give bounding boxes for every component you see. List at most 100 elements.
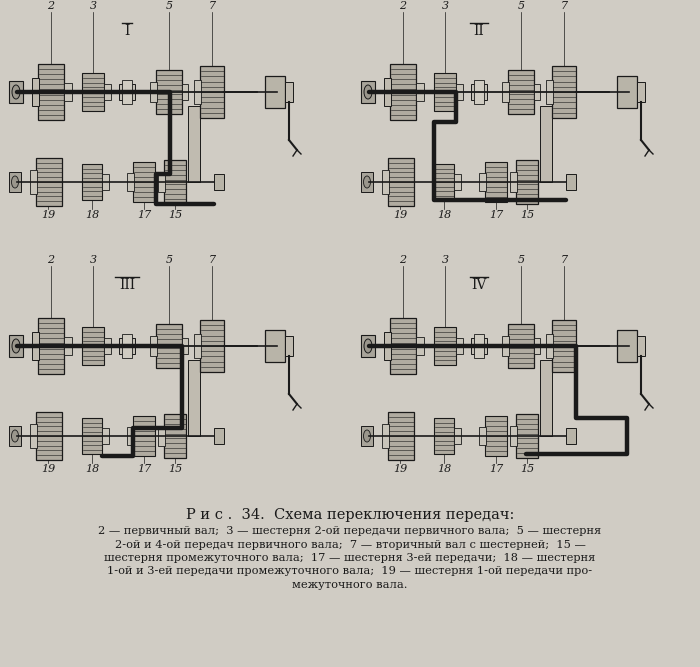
Bar [546, 80, 553, 104]
Bar [361, 172, 373, 192]
Bar [510, 172, 517, 192]
Text: 2: 2 [400, 1, 407, 11]
Bar [164, 160, 186, 204]
Bar [434, 73, 456, 111]
Bar [361, 335, 375, 357]
Bar [64, 337, 72, 355]
Bar [390, 64, 416, 120]
Bar [127, 427, 134, 445]
Bar [102, 174, 109, 190]
Bar [194, 334, 201, 358]
Bar [390, 318, 416, 374]
Bar [30, 424, 37, 448]
Bar [9, 172, 21, 192]
Bar [516, 160, 538, 204]
Text: 7: 7 [209, 255, 216, 265]
Bar [540, 360, 552, 436]
Text: 19: 19 [393, 464, 407, 474]
Bar [9, 426, 21, 446]
Ellipse shape [363, 430, 370, 442]
Bar [32, 332, 39, 360]
Bar [36, 158, 62, 206]
Bar [361, 426, 373, 446]
Bar [416, 337, 424, 355]
Bar [485, 416, 507, 456]
Bar [182, 84, 188, 100]
Text: 2: 2 [400, 255, 407, 265]
Text: 18: 18 [437, 464, 451, 474]
Bar [188, 360, 200, 436]
Bar [82, 164, 102, 200]
Text: 2 — первичный вал;  3 — шестерня 2-ой передачи первичного вала;  5 — шестерня: 2 — первичный вал; 3 — шестерня 2-ой пер… [99, 526, 601, 536]
Ellipse shape [364, 339, 372, 353]
Text: IV: IV [471, 278, 486, 292]
Bar [534, 338, 540, 354]
Bar [384, 78, 391, 106]
Bar [485, 162, 507, 202]
Text: 17: 17 [137, 210, 151, 220]
Bar [552, 66, 576, 118]
Bar [384, 332, 391, 360]
Bar [133, 416, 155, 456]
Bar [38, 318, 64, 374]
Bar [456, 84, 463, 100]
Bar [382, 424, 389, 448]
Bar [637, 336, 645, 356]
Bar [637, 82, 645, 102]
Bar [9, 335, 23, 357]
Bar [150, 336, 157, 356]
Bar [454, 174, 461, 190]
Bar [285, 82, 293, 102]
Bar [471, 84, 487, 100]
Text: 7: 7 [209, 1, 216, 11]
Bar [82, 327, 104, 365]
Bar [265, 76, 285, 108]
Bar [474, 80, 484, 104]
Text: 3: 3 [442, 1, 449, 11]
Text: 3: 3 [442, 255, 449, 265]
Bar [285, 336, 293, 356]
Bar [552, 320, 576, 372]
Ellipse shape [364, 85, 372, 99]
Text: 7: 7 [561, 255, 568, 265]
Text: 19: 19 [41, 464, 55, 474]
Text: 15: 15 [168, 464, 182, 474]
Bar [508, 324, 534, 368]
Bar [164, 414, 186, 458]
Bar [122, 334, 132, 358]
Bar [434, 418, 454, 454]
Bar [502, 336, 509, 356]
Text: 15: 15 [520, 464, 534, 474]
Bar [566, 428, 576, 444]
Ellipse shape [11, 430, 18, 442]
Text: 19: 19 [41, 210, 55, 220]
Text: 5: 5 [165, 255, 173, 265]
Bar [36, 412, 62, 460]
Bar [361, 81, 375, 103]
Bar [122, 80, 132, 104]
Bar [104, 84, 111, 100]
Text: 5: 5 [517, 1, 524, 11]
Ellipse shape [12, 85, 20, 99]
Bar [200, 320, 224, 372]
Text: III: III [119, 278, 135, 292]
Text: 3: 3 [90, 255, 97, 265]
Bar [102, 428, 109, 444]
Bar [434, 327, 456, 365]
Bar [456, 338, 463, 354]
Bar [510, 426, 517, 446]
Bar [474, 334, 484, 358]
Bar [454, 428, 461, 444]
Bar [9, 81, 23, 103]
Ellipse shape [363, 176, 370, 188]
Bar [127, 173, 134, 191]
Bar [188, 106, 200, 182]
Bar [479, 427, 486, 445]
Text: 17: 17 [489, 464, 503, 474]
Bar [388, 412, 414, 460]
Bar [508, 70, 534, 114]
Bar [516, 414, 538, 458]
Ellipse shape [11, 176, 18, 188]
Text: 5: 5 [517, 255, 524, 265]
Bar [194, 80, 201, 104]
